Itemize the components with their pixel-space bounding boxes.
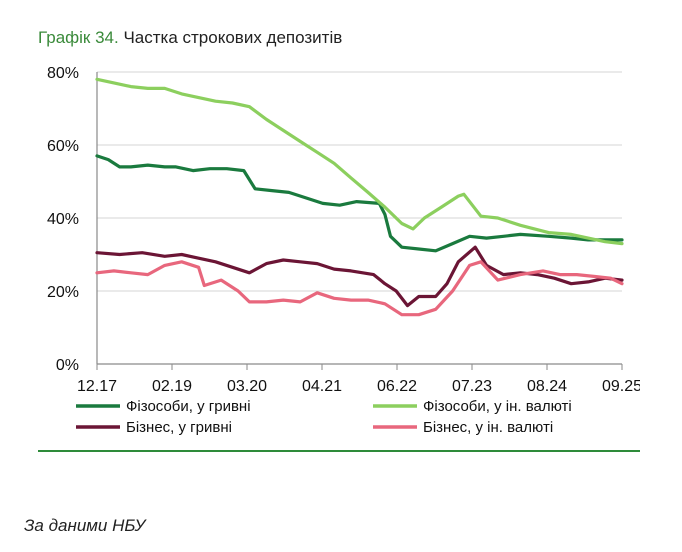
x-tick-label: 04.21 — [302, 378, 342, 395]
x-tick-label: 09.25 — [602, 378, 640, 395]
x-tick-label: 12.17 — [77, 378, 117, 395]
legend-label: Бізнес, у гривні — [126, 419, 232, 436]
source-note: За даними НБУ — [24, 516, 146, 535]
chart-figure: Графік 34. Частка строкових депозитів 0%… — [38, 14, 640, 452]
line-chart: 0% 20% 40% 60% 80% 12.17 02.19 03.20 04.21 06.22 0… — [47, 65, 640, 436]
series-line-3 — [95, 245, 624, 308]
x-tick-label: 02.19 — [152, 378, 192, 395]
chart-number-label: Графік 34. — [38, 28, 119, 47]
legend-label: Фізособи, у ін. валюті — [423, 398, 572, 415]
legend-label: Бізнес, у ін. валюті — [423, 419, 553, 436]
x-tick-label: 03.20 — [227, 378, 267, 395]
bottom-divider — [38, 450, 640, 452]
chart-title: Графік 34. Частка строкових депозитів — [38, 28, 342, 48]
series-line-4 — [95, 260, 624, 317]
y-tick-label: 60% — [47, 138, 79, 155]
x-tick-label: 08.24 — [527, 378, 567, 395]
series-line-1 — [95, 154, 624, 253]
x-tick-label: 07.23 — [452, 378, 492, 395]
y-tick-label: 0% — [56, 357, 79, 374]
y-tick-label: 20% — [47, 284, 79, 301]
legend-label: Фізособи, у гривні — [126, 398, 251, 415]
chart-title-text: Частка строкових депозитів — [123, 28, 343, 47]
x-tick-label: 06.22 — [377, 378, 417, 395]
series-line-2 — [95, 77, 624, 246]
y-tick-label: 80% — [47, 65, 79, 82]
y-tick-label: 40% — [47, 211, 79, 228]
